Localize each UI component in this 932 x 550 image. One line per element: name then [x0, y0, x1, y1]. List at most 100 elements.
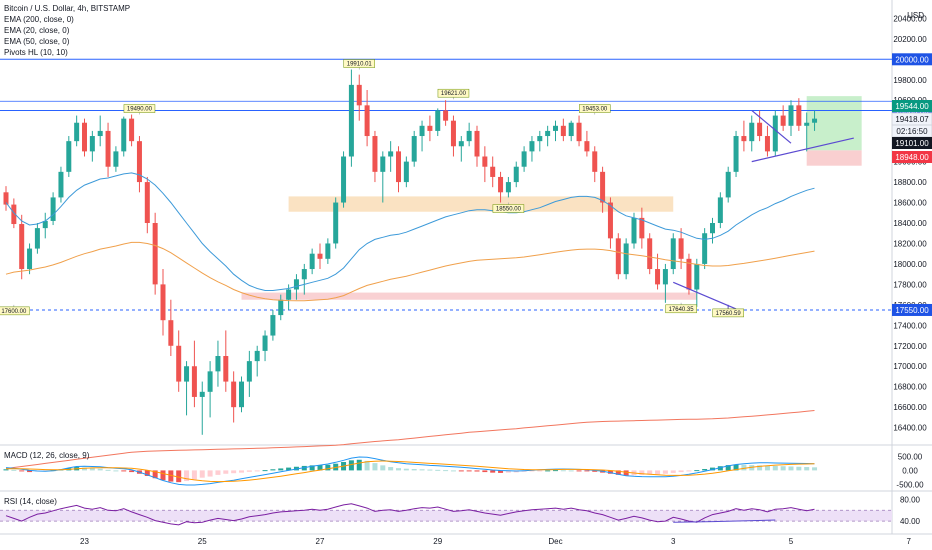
macd-hist-bar	[733, 464, 739, 471]
candle-body	[176, 345, 182, 382]
candle-body	[710, 223, 715, 234]
candle-body	[144, 182, 150, 223]
ema-lines	[5, 172, 815, 470]
candle-body	[184, 366, 190, 382]
macd-hist-bar	[411, 469, 417, 471]
pivot-box-7	[712, 308, 744, 318]
candle-body	[733, 136, 739, 172]
level-tag-text-2: 17550.00	[895, 306, 929, 315]
candle-body	[27, 248, 33, 270]
pivot-label-7: 17560.59	[716, 311, 742, 317]
candle-body	[372, 136, 378, 172]
time-axis[interactable]: 23252729Dec35791112:00141618	[80, 537, 932, 546]
wedge-lower	[751, 137, 854, 163]
macd-hist-bar	[121, 470, 127, 472]
ema20-line	[5, 172, 815, 291]
macd-hist-bar	[725, 465, 731, 471]
price-tag-4	[892, 151, 932, 163]
macd-hist-bar	[498, 470, 504, 473]
candle-body	[498, 176, 504, 193]
macd-hist-bar	[537, 470, 543, 472]
macd-hist-bar	[505, 470, 511, 473]
candle-body	[537, 136, 543, 142]
zone-layer	[241, 96, 862, 300]
candle-body	[576, 122, 582, 142]
price-axis[interactable]: 16400.00 16600.00 16800.00 17000.00 17200.00…	[891, 14, 932, 433]
pivot-box-1	[123, 104, 156, 113]
candle-body	[356, 84, 362, 106]
candle-body	[168, 320, 174, 346]
macd-hist-bar	[199, 470, 205, 478]
macd-hist-bar	[97, 468, 103, 471]
price-tick: 17400.00	[893, 321, 927, 330]
candle-body	[521, 151, 527, 167]
candle-body	[105, 130, 111, 167]
macd-hist-bar	[372, 463, 378, 471]
macd-hist-bar	[317, 465, 323, 471]
macd-hist-bar	[443, 470, 449, 472]
macd-hist-bar	[388, 467, 394, 471]
macd-tick: -500.00	[896, 480, 924, 489]
candle-body	[50, 197, 56, 221]
macd-hist-bar	[607, 470, 613, 474]
time-tick: 29	[433, 537, 442, 546]
rsi-tick: 80.00	[900, 495, 921, 504]
macd-hist-bar	[647, 470, 653, 475]
candle-body	[82, 122, 87, 152]
candle-body	[796, 105, 802, 126]
macd-hist-bar	[678, 470, 684, 473]
candlestick-series[interactable]	[3, 69, 818, 435]
rsi-divergence-b	[712, 519, 776, 523]
macd-hist-bar	[176, 470, 182, 483]
price-tick: 18600.00	[893, 199, 927, 208]
candle-body	[380, 156, 386, 172]
pivots-legend[interactable]: Pivots HL (10, 10)	[4, 48, 68, 57]
macd-hist-bar	[741, 464, 747, 471]
candle-body	[89, 136, 95, 152]
price-tag-text-2: 02:16:50	[896, 127, 928, 136]
macd-legend[interactable]: MACD (12, 26, close, 9)	[4, 451, 90, 460]
candle-body	[317, 253, 323, 259]
ema200-legend[interactable]: EMA (200, close, 0)	[4, 15, 74, 24]
macd-hist-bar	[615, 470, 621, 475]
candle-body	[741, 136, 747, 142]
macd-hist-bar	[623, 470, 629, 476]
macd-pane[interactable]: -500.00 0.00 500.00	[3, 452, 925, 489]
macd-hist-bar	[380, 465, 386, 471]
macd-hist-bar	[144, 470, 150, 476]
price-tick: 18400.00	[893, 219, 927, 228]
candle-body	[647, 238, 653, 270]
candle-body	[631, 217, 637, 244]
price-tag-text-0: 19544.00	[895, 102, 929, 111]
candle-body	[215, 356, 221, 372]
candle-body	[702, 233, 708, 264]
symbol-title[interactable]: Bitcoin / U.S. Dollar, 4h, BITSTAMP	[4, 4, 131, 13]
candle-body	[662, 269, 668, 285]
candle-body	[560, 125, 566, 137]
candle-body	[482, 156, 488, 167]
candle-body	[655, 269, 661, 285]
ema50-legend[interactable]: EMA (50, close, 0)	[4, 37, 70, 46]
macd-hist-bar	[82, 467, 87, 471]
candle-body	[286, 289, 292, 300]
pivot-label-6: 17640.35	[669, 307, 695, 313]
candle-body	[749, 122, 755, 142]
candle-body	[670, 238, 676, 270]
macd-hist-bar	[804, 467, 810, 471]
rsi-legend[interactable]: RSI (14, close)	[4, 497, 57, 506]
candle-body	[11, 204, 17, 225]
macd-hist-bar	[560, 470, 566, 472]
macd-hist-bar	[301, 465, 307, 471]
price-tick: 20200.00	[893, 35, 927, 44]
ema20-legend[interactable]: EMA (20, close, 0)	[4, 26, 70, 35]
candle-body	[223, 356, 229, 382]
macd-hist-bar	[639, 470, 645, 475]
rsi-pane[interactable]: 40.00 80.00	[0, 495, 921, 526]
candle-body	[490, 166, 496, 177]
pivot-labels: 17600.00 19490.00 19910.01 19621.00 18550.00…	[0, 59, 744, 318]
macd-hist-bar	[396, 468, 401, 471]
price-tag-text-4: 18948.00	[895, 153, 929, 162]
macd-signal-line	[6, 460, 815, 483]
chart-legend: Bitcoin / U.S. Dollar, 4h, BITSTAMP EMA …	[4, 3, 130, 58]
